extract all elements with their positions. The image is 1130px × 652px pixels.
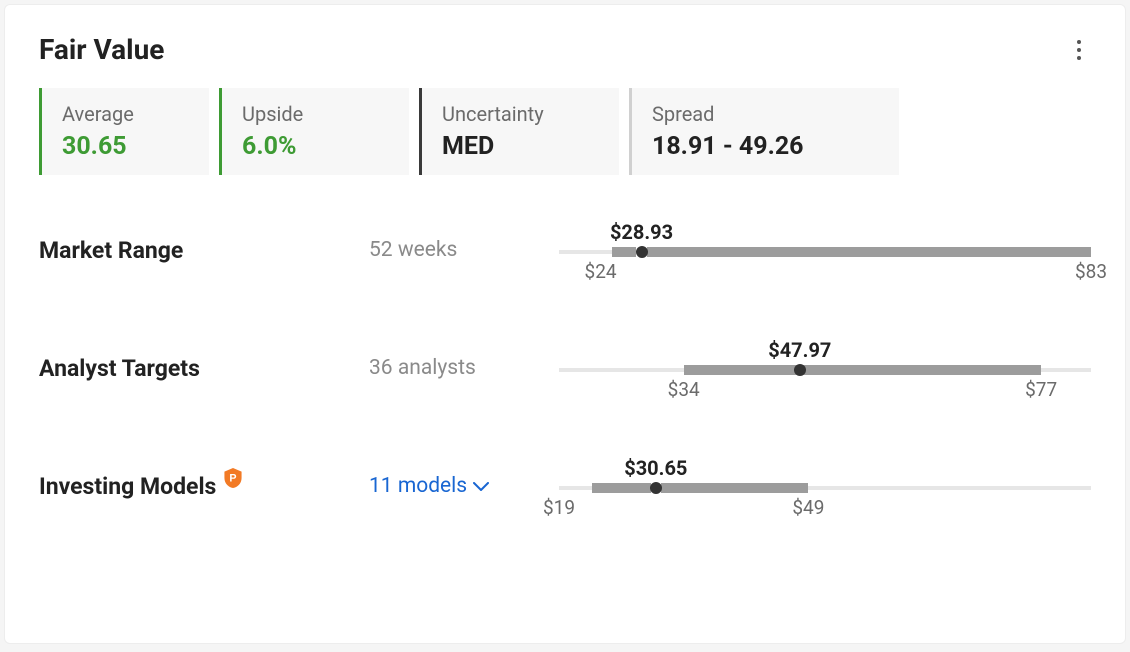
metric-label: Upside <box>242 102 389 126</box>
range-current-label: $30.65 <box>624 456 687 480</box>
range-fill <box>647 247 1091 257</box>
card-header: Fair Value <box>39 33 1091 66</box>
metric-label: Spread <box>652 102 879 126</box>
premium-badge-icon: P <box>224 468 242 488</box>
range-sublabel: 52 weeks <box>369 238 559 262</box>
kebab-menu-icon[interactable] <box>1067 38 1091 62</box>
range-marker <box>650 482 662 494</box>
range-bump <box>612 247 637 257</box>
range-bump <box>592 483 650 493</box>
metric-value: 6.0% <box>242 132 389 161</box>
range-current-label: $47.97 <box>768 338 831 362</box>
range-low-label: $19 <box>543 496 575 519</box>
metric-value: 30.65 <box>62 132 189 161</box>
metrics-row: Average 30.65 Upside 6.0% Uncertainty MED Spre… <box>39 88 1091 175</box>
range-current-label: $28.93 <box>610 220 673 244</box>
range-label: Investing ModelsP <box>39 473 369 500</box>
range-fill <box>684 365 1041 375</box>
range-row-market-range: Market Range52 weeks$28.93$24$83 <box>39 215 1091 285</box>
range-high-label: $77 <box>1025 378 1057 401</box>
metric-label: Uncertainty <box>442 102 599 126</box>
range-high-label: $83 <box>1075 260 1107 283</box>
range-high-label: $49 <box>792 496 824 519</box>
metric-spread: Spread 18.91 - 49.26 <box>629 88 899 175</box>
range-chart: $47.97 $34 $77 <box>559 338 1091 398</box>
range-label: Market Range <box>39 237 369 264</box>
chevron-down-icon <box>473 474 489 498</box>
range-low-label: $34 <box>668 378 700 401</box>
metric-value: 18.91 - 49.26 <box>652 132 879 161</box>
range-marker <box>636 246 648 258</box>
metric-value: MED <box>442 132 599 161</box>
range-label: Analyst Targets <box>39 355 369 382</box>
metric-uncertainty: Uncertainty MED <box>419 88 619 175</box>
range-low-label: $24 <box>585 260 617 283</box>
range-row-investing-models: Investing ModelsP11 models$30.65$19$49 <box>39 451 1091 521</box>
range-fill <box>661 483 808 493</box>
card-title: Fair Value <box>39 33 164 66</box>
range-chart: $30.65$19$49 <box>559 456 1091 516</box>
models-dropdown[interactable]: 11 models <box>369 474 559 498</box>
svg-text:P: P <box>230 473 237 485</box>
metric-label: Average <box>62 102 189 126</box>
range-sublabel: 36 analysts <box>369 356 559 380</box>
fair-value-card: Fair Value Average 30.65 Upside 6.0% Uncerta… <box>4 4 1126 644</box>
ranges-container: Market Range52 weeks$28.93$24$83Analyst … <box>39 215 1091 521</box>
range-row-analyst-targets: Analyst Targets36 analysts $47.97 $34 $77 <box>39 333 1091 403</box>
metric-average: Average 30.65 <box>39 88 209 175</box>
range-chart: $28.93$24$83 <box>559 220 1091 280</box>
range-marker <box>794 364 806 376</box>
metric-upside: Upside 6.0% <box>219 88 409 175</box>
